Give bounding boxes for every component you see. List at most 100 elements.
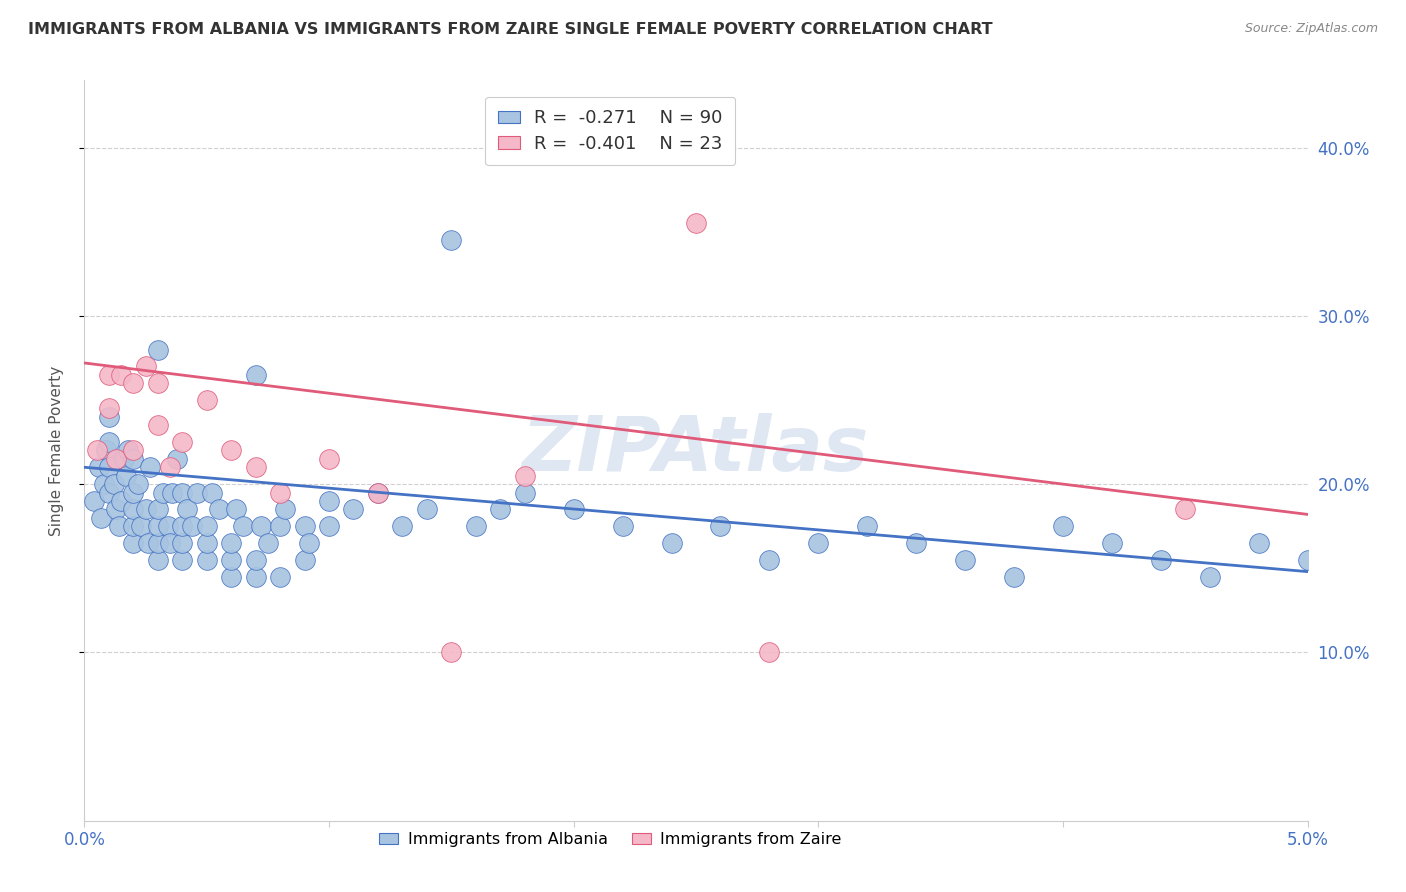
Point (1296, 553, 1319, 567)
Point (367, 485, 389, 500)
Point (245, 460, 267, 475)
Point (489, 502, 512, 516)
Point (294, 553, 316, 567)
Point (146, 553, 169, 567)
Point (122, 485, 145, 500)
Point (298, 536, 321, 550)
Point (139, 460, 162, 475)
Point (172, 553, 194, 567)
Point (172, 435, 194, 450)
Point (391, 519, 413, 533)
Point (612, 519, 634, 533)
Point (103, 477, 125, 491)
Point (269, 569, 291, 583)
Point (195, 553, 218, 567)
Point (905, 536, 928, 550)
Point (146, 536, 169, 550)
Point (162, 485, 184, 500)
Point (97, 485, 120, 500)
Point (105, 451, 128, 466)
Point (367, 485, 389, 500)
Point (294, 519, 316, 533)
Point (661, 536, 683, 550)
Point (115, 468, 138, 483)
Point (208, 502, 231, 516)
Point (93, 477, 115, 491)
Point (257, 536, 280, 550)
Point (249, 519, 271, 533)
Point (86, 443, 108, 458)
Point (318, 519, 340, 533)
Point (195, 519, 218, 533)
Point (97, 409, 120, 424)
Point (758, 553, 780, 567)
Point (172, 536, 194, 550)
Point (758, 645, 780, 659)
Point (146, 502, 169, 516)
Point (219, 569, 242, 583)
Point (1174, 502, 1197, 516)
Point (513, 485, 536, 500)
Point (225, 502, 247, 516)
Point (159, 536, 181, 550)
Point (97, 401, 120, 416)
Point (200, 485, 222, 500)
Point (1101, 536, 1123, 550)
Text: Source: ZipAtlas.com: Source: ZipAtlas.com (1244, 22, 1378, 36)
Point (181, 519, 204, 533)
Point (856, 519, 879, 533)
Point (274, 502, 297, 516)
Point (146, 376, 169, 391)
Point (96, 443, 118, 458)
Point (152, 485, 174, 500)
Point (245, 569, 267, 583)
Point (146, 418, 169, 433)
Point (87, 460, 110, 475)
Point (172, 485, 194, 500)
Legend: Immigrants from Albania, Immigrants from Zaire: Immigrants from Albania, Immigrants from… (373, 826, 848, 854)
Point (953, 553, 976, 567)
Point (195, 392, 218, 407)
Point (122, 376, 145, 391)
Point (416, 502, 439, 516)
Point (440, 645, 463, 659)
Point (135, 359, 157, 374)
Point (219, 536, 242, 550)
Point (156, 519, 179, 533)
Point (513, 468, 536, 483)
Point (112, 451, 135, 466)
Point (464, 519, 486, 533)
Point (97, 435, 120, 450)
Point (1002, 569, 1025, 583)
Point (318, 494, 340, 508)
Point (318, 451, 340, 466)
Point (122, 502, 145, 516)
Point (97, 368, 120, 382)
Y-axis label: Single Female Poverty: Single Female Poverty (49, 366, 63, 535)
Point (90, 510, 112, 524)
Point (219, 443, 242, 458)
Point (105, 502, 128, 516)
Point (342, 502, 364, 516)
Point (440, 233, 463, 247)
Point (1247, 536, 1270, 550)
Point (117, 443, 139, 458)
Point (135, 502, 157, 516)
Point (186, 485, 208, 500)
Point (110, 368, 132, 382)
Point (122, 536, 145, 550)
Point (176, 502, 198, 516)
Point (685, 216, 707, 230)
Point (245, 553, 267, 567)
Point (1052, 519, 1074, 533)
Point (269, 485, 291, 500)
Point (122, 519, 145, 533)
Point (110, 494, 132, 508)
Point (97, 460, 120, 475)
Point (129, 519, 152, 533)
Text: ZIPAtlas: ZIPAtlas (522, 414, 870, 487)
Point (219, 553, 242, 567)
Point (807, 536, 830, 550)
Point (245, 368, 267, 382)
Point (562, 502, 585, 516)
